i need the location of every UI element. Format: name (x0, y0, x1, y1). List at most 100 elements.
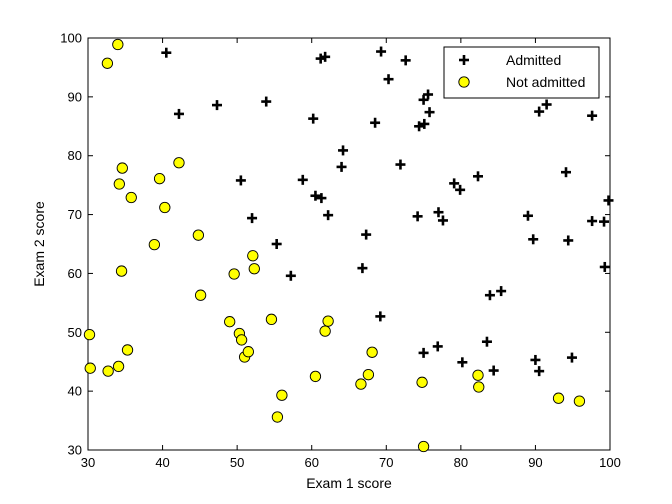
not-admitted-point (83, 328, 96, 341)
not-admitted-point (322, 315, 334, 327)
x-tick-label: 90 (528, 455, 542, 470)
admitted-point (418, 347, 429, 358)
admitted-point (297, 174, 308, 185)
admitted-point (587, 216, 598, 227)
admitted-point (473, 171, 484, 182)
not-admitted-point (84, 362, 96, 374)
admitted-point (308, 113, 319, 124)
legend-label: Admitted (506, 52, 561, 68)
admitted-point (376, 46, 387, 57)
not-admitted-point (417, 440, 430, 453)
legend-label: Not admitted (506, 74, 585, 90)
not-admitted-point (159, 201, 171, 214)
admitted-point (161, 47, 172, 58)
not-admitted-point (265, 313, 278, 325)
admitted-point (400, 55, 411, 66)
y-tick-label: 40 (68, 384, 82, 399)
admitted-point (424, 107, 435, 118)
not-admitted-point (224, 316, 236, 328)
x-tick-label: 50 (230, 455, 244, 470)
admitted-point (449, 178, 460, 189)
admitted-point (496, 286, 507, 297)
admitted-point (522, 210, 533, 221)
admitted-point (212, 100, 223, 111)
not-admitted-point (355, 378, 367, 390)
x-tick-label: 40 (155, 455, 169, 470)
y-tick-label: 70 (68, 207, 82, 222)
admitted-point (457, 357, 468, 368)
not-admitted-point (319, 325, 331, 337)
x-tick-label: 100 (599, 455, 621, 470)
not-admitted-point (472, 369, 484, 381)
not-admitted-point (276, 389, 288, 401)
not-admitted-point (102, 365, 114, 377)
not-admitted-point (247, 250, 259, 262)
admitted-point (587, 110, 598, 121)
legend: Admitted Not admitted (443, 46, 600, 99)
not-admitted-point (148, 238, 161, 251)
admitted-point (530, 354, 541, 365)
not-admitted-point (194, 289, 207, 301)
not-admitted-point (235, 334, 248, 346)
admitted-point (271, 239, 282, 249)
admitted-point (561, 167, 572, 178)
not-admitted-point (362, 369, 375, 381)
not-admitted-point (113, 178, 125, 190)
not-admitted-point (242, 346, 254, 358)
not-admitted-point (121, 344, 134, 356)
admitted-point (357, 263, 368, 274)
not-admitted-point (573, 395, 586, 407)
admitted-point (370, 117, 381, 128)
x-tick-label: 30 (81, 455, 95, 470)
y-tick-label: 60 (68, 266, 82, 281)
not-admitted-point (248, 263, 260, 275)
admitted-point (336, 161, 347, 172)
y-tick-label: 90 (68, 89, 82, 104)
not-admitted-point (125, 191, 137, 204)
admitted-point (316, 193, 327, 204)
not-admitted-point (173, 157, 185, 169)
admitted-point (419, 118, 430, 129)
admitted-point (323, 210, 334, 221)
y-tick-label: 100 (60, 31, 82, 46)
not-admitted-point (112, 360, 125, 373)
y-tick-label: 50 (68, 325, 82, 340)
admitted-point (247, 213, 258, 224)
admitted-point (433, 207, 444, 218)
admitted-point (412, 211, 423, 222)
admitted-point (563, 235, 574, 246)
admitted-point (432, 341, 443, 352)
admitted-point (423, 89, 434, 100)
admitted-point (383, 74, 394, 85)
admitted-point (481, 336, 492, 347)
legend-circle-marker (458, 76, 470, 88)
admitted-point (437, 215, 448, 226)
not-admitted-point (192, 229, 205, 241)
admitted-point (173, 108, 184, 119)
x-axis-label: Exam 1 score (306, 475, 392, 491)
admitted-point (599, 216, 610, 227)
admitted-point (414, 121, 425, 132)
admitted-point (484, 290, 495, 301)
admitted-point (534, 366, 545, 377)
not-admitted-point (366, 346, 378, 358)
axis-ticks: 30 40 50 60 70 80 90 100 30 40 50 60 70 80 90 100 (60, 31, 621, 471)
legend-box (443, 46, 600, 99)
x-tick-label: 60 (304, 455, 318, 470)
admitted-point (418, 94, 429, 105)
admitted-point (261, 96, 272, 107)
not-admitted-point (309, 370, 322, 383)
y-tick-label: 80 (68, 148, 82, 163)
admitted-point (395, 159, 406, 170)
not-admitted-point (416, 376, 428, 388)
y-axis-label: Exam 2 score (31, 201, 47, 287)
admitted-point (528, 234, 539, 245)
admitted-point (235, 175, 246, 186)
not-admitted-point (115, 265, 128, 277)
admitted-point (455, 184, 466, 195)
y-tick-label: 30 (68, 443, 82, 458)
not-admitted-point (271, 411, 284, 423)
admitted-point (599, 261, 610, 272)
not-admitted-point (153, 173, 166, 185)
